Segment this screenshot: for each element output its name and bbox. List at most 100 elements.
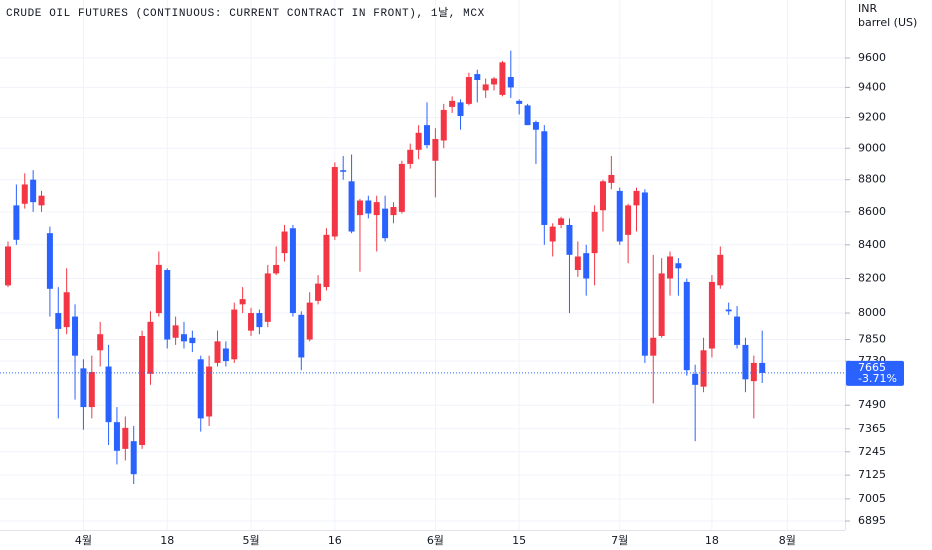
- y-tick-label: 7850: [858, 333, 886, 346]
- candle-body: [189, 337, 196, 344]
- candle-body: [608, 174, 615, 183]
- candle-body: [407, 149, 414, 164]
- y-tick-label: 7365: [858, 422, 886, 435]
- candle-body: [390, 206, 397, 216]
- candle-body: [641, 192, 648, 356]
- candle-body: [155, 264, 162, 314]
- candle-body: [482, 84, 489, 91]
- candle-body: [356, 200, 363, 216]
- x-tick-label: 18: [160, 534, 174, 547]
- candle-body: [700, 350, 707, 387]
- candle-body: [574, 256, 581, 271]
- candle-body: [30, 179, 37, 203]
- candle-body: [516, 100, 523, 104]
- candle-body: [625, 205, 632, 235]
- y-tick-label: 7490: [858, 398, 886, 411]
- candle-body: [717, 254, 724, 286]
- candle-body: [491, 78, 498, 85]
- candle-body: [558, 218, 565, 225]
- candle-body: [432, 138, 439, 161]
- y-tick-label: 9400: [858, 80, 886, 93]
- candle-body: [667, 256, 674, 279]
- y-unit: barrel (US): [858, 16, 917, 29]
- candle-body: [147, 321, 154, 374]
- candle-body: [248, 313, 255, 331]
- candle-body: [541, 131, 548, 225]
- candle-body: [38, 195, 45, 206]
- candle-body: [72, 316, 79, 356]
- y-tick-label: 8000: [858, 306, 886, 319]
- candle-body: [616, 190, 623, 242]
- candle-body: [348, 181, 355, 232]
- candle-body: [231, 309, 238, 360]
- x-tick-label: 16: [328, 534, 342, 547]
- candle-body: [382, 208, 389, 239]
- x-tick-label: 15: [512, 534, 526, 547]
- candle-body: [658, 273, 665, 336]
- candle-body: [122, 427, 129, 449]
- candle-body: [46, 233, 53, 289]
- candle-body: [331, 167, 338, 237]
- candle-body: [725, 309, 732, 312]
- last-price-box: [846, 360, 904, 386]
- candle-body: [675, 263, 682, 269]
- y-tick-label: 9000: [858, 141, 886, 154]
- candle-body: [197, 359, 204, 419]
- candle-body: [398, 163, 405, 212]
- candle-body: [298, 314, 305, 358]
- candle-body: [206, 366, 213, 417]
- chart-title: CRUDE OIL FUTURES (CONTINUOUS: CURRENT C…: [6, 6, 485, 20]
- candle-body: [306, 302, 313, 340]
- candle-body: [289, 228, 296, 314]
- candle-body: [440, 109, 447, 141]
- candle-body: [315, 283, 322, 301]
- y-tick-label: 8400: [858, 238, 886, 251]
- candle-body: [591, 211, 598, 254]
- axes: 9600 9400 9200 9000 8800 8600 8400 8200 8000 7850…: [75, 51, 904, 547]
- candle-body: [683, 281, 690, 371]
- candle-body: [273, 264, 280, 274]
- candle-body: [323, 234, 330, 288]
- candle-body: [365, 200, 372, 214]
- y-tick-label: 6895: [858, 514, 886, 527]
- candle-body: [507, 77, 514, 88]
- candle-body: [708, 281, 715, 349]
- candle-body: [5, 246, 11, 286]
- candle-body: [524, 105, 531, 126]
- last-change-label: -3.71%: [858, 372, 897, 385]
- y-tick-label: 9200: [858, 111, 886, 124]
- candle-body: [599, 181, 606, 211]
- y-tick-label: 8600: [858, 205, 886, 218]
- y-tick-label: 7245: [858, 445, 886, 458]
- candle-body: [583, 253, 590, 279]
- candle-body: [13, 205, 20, 240]
- candle-body: [340, 170, 347, 172]
- candle-body: [256, 313, 263, 328]
- candle-body: [692, 373, 699, 385]
- y-tick-label: 8200: [858, 272, 886, 285]
- candle-body: [164, 270, 171, 340]
- candle-body: [130, 441, 137, 475]
- candle-body: [742, 344, 749, 380]
- candle-body: [113, 422, 120, 451]
- candle-body: [172, 325, 179, 338]
- candle-body: [734, 316, 741, 345]
- candle-body: [415, 132, 422, 150]
- y-tick-label: 7005: [858, 492, 886, 505]
- candle-body: [180, 334, 187, 342]
- candle-body: [549, 226, 556, 242]
- x-tick-label: 6월: [427, 534, 444, 547]
- y-unit: INR: [858, 2, 877, 15]
- candle-body: [449, 100, 456, 107]
- candle-body: [264, 273, 271, 322]
- candle-body: [105, 366, 112, 423]
- x-tick-label: 4월: [75, 534, 92, 547]
- candle-body: [532, 122, 539, 130]
- candle-body: [499, 62, 506, 95]
- candle-body: [80, 368, 87, 408]
- candle-body: [63, 292, 70, 328]
- candle-body: [239, 299, 246, 305]
- candle-body: [222, 348, 229, 362]
- candle-body: [55, 313, 62, 329]
